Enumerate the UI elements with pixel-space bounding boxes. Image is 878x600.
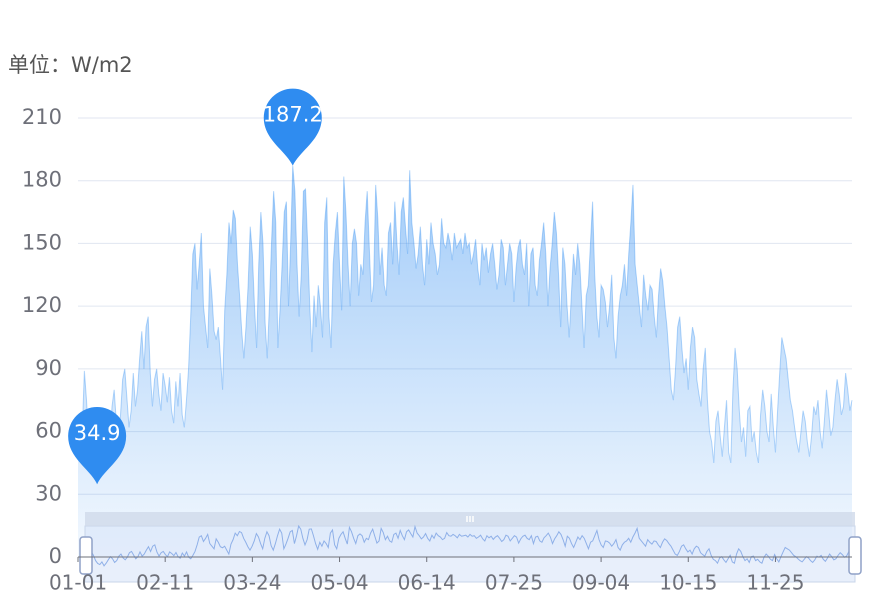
- x-tick-label: 05-04: [310, 571, 368, 595]
- y-tick-label: 0: [49, 544, 62, 568]
- x-tick-label: 09-04: [572, 571, 630, 595]
- y-axis-label: 单位：W/m2: [8, 53, 133, 77]
- x-tick-label: 10-15: [659, 571, 717, 595]
- pin-label: 187.2: [263, 103, 323, 127]
- area: [78, 165, 852, 557]
- x-tick-label: 07-25: [485, 571, 543, 595]
- zoom-handle: [848, 536, 862, 575]
- y-tick-label: 60: [35, 419, 62, 443]
- zoom-handle: [79, 536, 93, 575]
- y-tick-label: 90: [35, 356, 62, 380]
- pin: [68, 407, 127, 485]
- pin-label: 34.9: [74, 421, 121, 445]
- y-tick-label: 210: [22, 105, 62, 129]
- x-tick-label: 06-14: [398, 571, 456, 595]
- pin: [263, 88, 322, 166]
- x-tick-label: 03-24: [223, 571, 281, 595]
- x-tick-label: 11-25: [746, 571, 804, 595]
- y-tick-label: 180: [22, 168, 62, 192]
- y-tick-label: 120: [22, 293, 62, 317]
- x-tick-label: 02-11: [136, 571, 194, 595]
- line: [77, 165, 853, 485]
- x-tick-label: 01-01: [49, 571, 107, 595]
- zoom-preview: [84, 524, 856, 567]
- y-tick-label: 30: [35, 481, 62, 505]
- y-tick-label: 150: [22, 230, 62, 254]
